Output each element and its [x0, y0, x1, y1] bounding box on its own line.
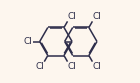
Text: Cl: Cl [92, 12, 101, 21]
Text: Cl: Cl [92, 62, 101, 71]
Text: Cl: Cl [67, 12, 76, 21]
Text: Cl: Cl [35, 62, 44, 71]
Text: Cl: Cl [23, 37, 32, 46]
Text: Cl: Cl [67, 62, 76, 71]
